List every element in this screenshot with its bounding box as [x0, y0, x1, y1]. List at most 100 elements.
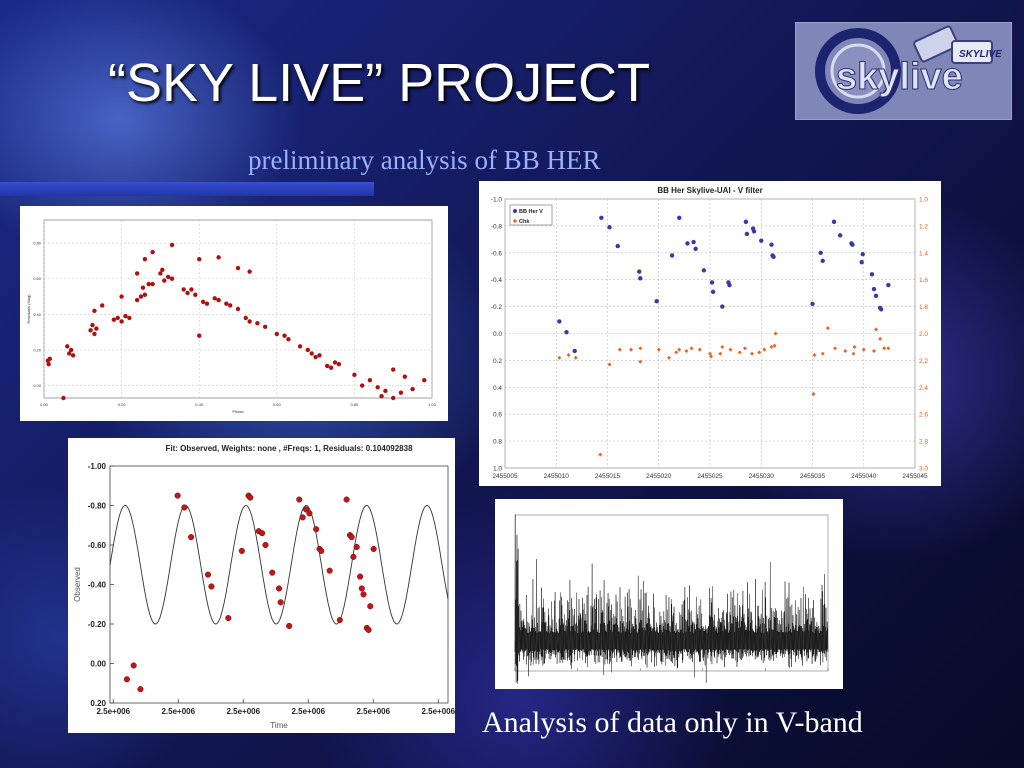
- data-point: [70, 353, 76, 358]
- bbher-point: [810, 301, 815, 307]
- data-point: [134, 297, 140, 303]
- data-point: [306, 510, 313, 517]
- y-left-tick-label: -0.2: [491, 304, 503, 311]
- x-tick-label: 2455010: [544, 473, 570, 480]
- bbher-point: [564, 329, 569, 335]
- x-tick-label: 2455040: [851, 473, 877, 480]
- data-point: [88, 328, 93, 333]
- data-point: [65, 344, 70, 349]
- data-point: [275, 585, 283, 592]
- chk-point: [674, 350, 679, 355]
- bbher-point: [638, 276, 643, 281]
- y-tick-label: 0.40: [33, 312, 42, 317]
- data-point: [150, 281, 155, 287]
- bbher-point: [886, 282, 891, 288]
- data-point: [262, 541, 269, 549]
- y-axis-label: Observed: [73, 567, 82, 602]
- bbher-point: [743, 219, 749, 225]
- data-point: [216, 297, 221, 303]
- data-point: [46, 361, 51, 367]
- data-point: [225, 615, 232, 622]
- chk-point: [851, 351, 856, 356]
- y-right-tick-label: 1.2: [919, 223, 928, 230]
- y-right-tick-label: 2.6: [919, 412, 928, 419]
- chk-point: [677, 347, 682, 352]
- data-point: [169, 242, 175, 248]
- x-tick-label: 0.60: [273, 402, 282, 407]
- chk-point: [757, 350, 762, 355]
- data-point: [247, 269, 252, 274]
- bbher-point: [637, 269, 642, 274]
- y-tick-label: 0.20: [90, 699, 106, 708]
- title-underline-bar: [0, 182, 374, 196]
- data-point: [365, 626, 372, 633]
- data-point: [142, 292, 148, 297]
- data-point: [127, 315, 132, 321]
- slide-subtitle: preliminary analysis of BB HER: [248, 145, 601, 175]
- vfilter-chart-panel: BB Her Skylive-UAI - V filter 2455005 2455…: [479, 181, 941, 486]
- chk-point: [769, 344, 774, 349]
- y-left-tick-label: 0.8: [493, 439, 502, 446]
- bbher-point: [720, 304, 725, 309]
- bbher-point: [759, 238, 764, 243]
- chk-point: [697, 347, 702, 352]
- x-tick-label: 2455005: [492, 473, 518, 480]
- data-point: [325, 363, 330, 369]
- data-point: [422, 378, 427, 383]
- data-point: [67, 351, 72, 356]
- data-point: [391, 395, 396, 401]
- y-tick-label: -0.60: [88, 541, 107, 550]
- x-tick-label: 0.80: [351, 402, 360, 407]
- data-point: [352, 372, 357, 378]
- chk-point: [886, 346, 891, 351]
- data-point: [360, 591, 367, 598]
- data-point: [318, 547, 325, 554]
- chk-point: [878, 336, 883, 341]
- bbher-point: [710, 289, 716, 295]
- data-point: [313, 354, 318, 360]
- data-point: [181, 287, 186, 292]
- data-point: [235, 306, 241, 312]
- bbher-point: [557, 319, 562, 324]
- data-point: [160, 267, 165, 273]
- data-point: [92, 308, 97, 313]
- data-point: [92, 331, 97, 337]
- x-tick-label: 2455015: [595, 473, 621, 480]
- chk-point: [861, 347, 866, 352]
- data-point: [162, 278, 167, 283]
- chk-point: [882, 346, 887, 351]
- data-point: [317, 353, 322, 358]
- y-left-tick-label: 0.6: [493, 412, 502, 419]
- data-point: [359, 383, 365, 388]
- bbher-point: [771, 254, 776, 260]
- data-point: [119, 294, 124, 299]
- logo-badge: SKYLIVE: [959, 49, 1002, 60]
- bbher-point: [831, 219, 837, 225]
- data-point: [391, 367, 396, 372]
- data-point: [375, 385, 380, 390]
- data-point: [68, 347, 74, 353]
- data-point: [169, 276, 175, 281]
- data-point: [348, 534, 355, 541]
- data-point: [140, 285, 146, 290]
- data-point: [61, 395, 66, 401]
- x-tick-label: 2455020: [646, 473, 672, 480]
- bbher-point: [727, 282, 732, 288]
- data-point: [277, 599, 284, 606]
- bbher-point: [669, 253, 675, 258]
- data-point: [274, 331, 279, 337]
- spectrum-line: [514, 514, 829, 684]
- y-tick-label: 0.20: [33, 347, 42, 352]
- data-point: [115, 315, 120, 321]
- x-tick-label: 2455035: [800, 473, 826, 480]
- data-point: [188, 534, 195, 541]
- data-point: [193, 292, 198, 297]
- data-point: [216, 255, 221, 260]
- chk-point: [874, 327, 879, 332]
- data-point: [212, 296, 217, 301]
- logo-text: skylive: [836, 56, 963, 98]
- chk-point: [825, 326, 830, 331]
- chk-point: [629, 347, 634, 352]
- y-left-tick-label: -1.0: [491, 197, 503, 204]
- data-point: [326, 567, 333, 574]
